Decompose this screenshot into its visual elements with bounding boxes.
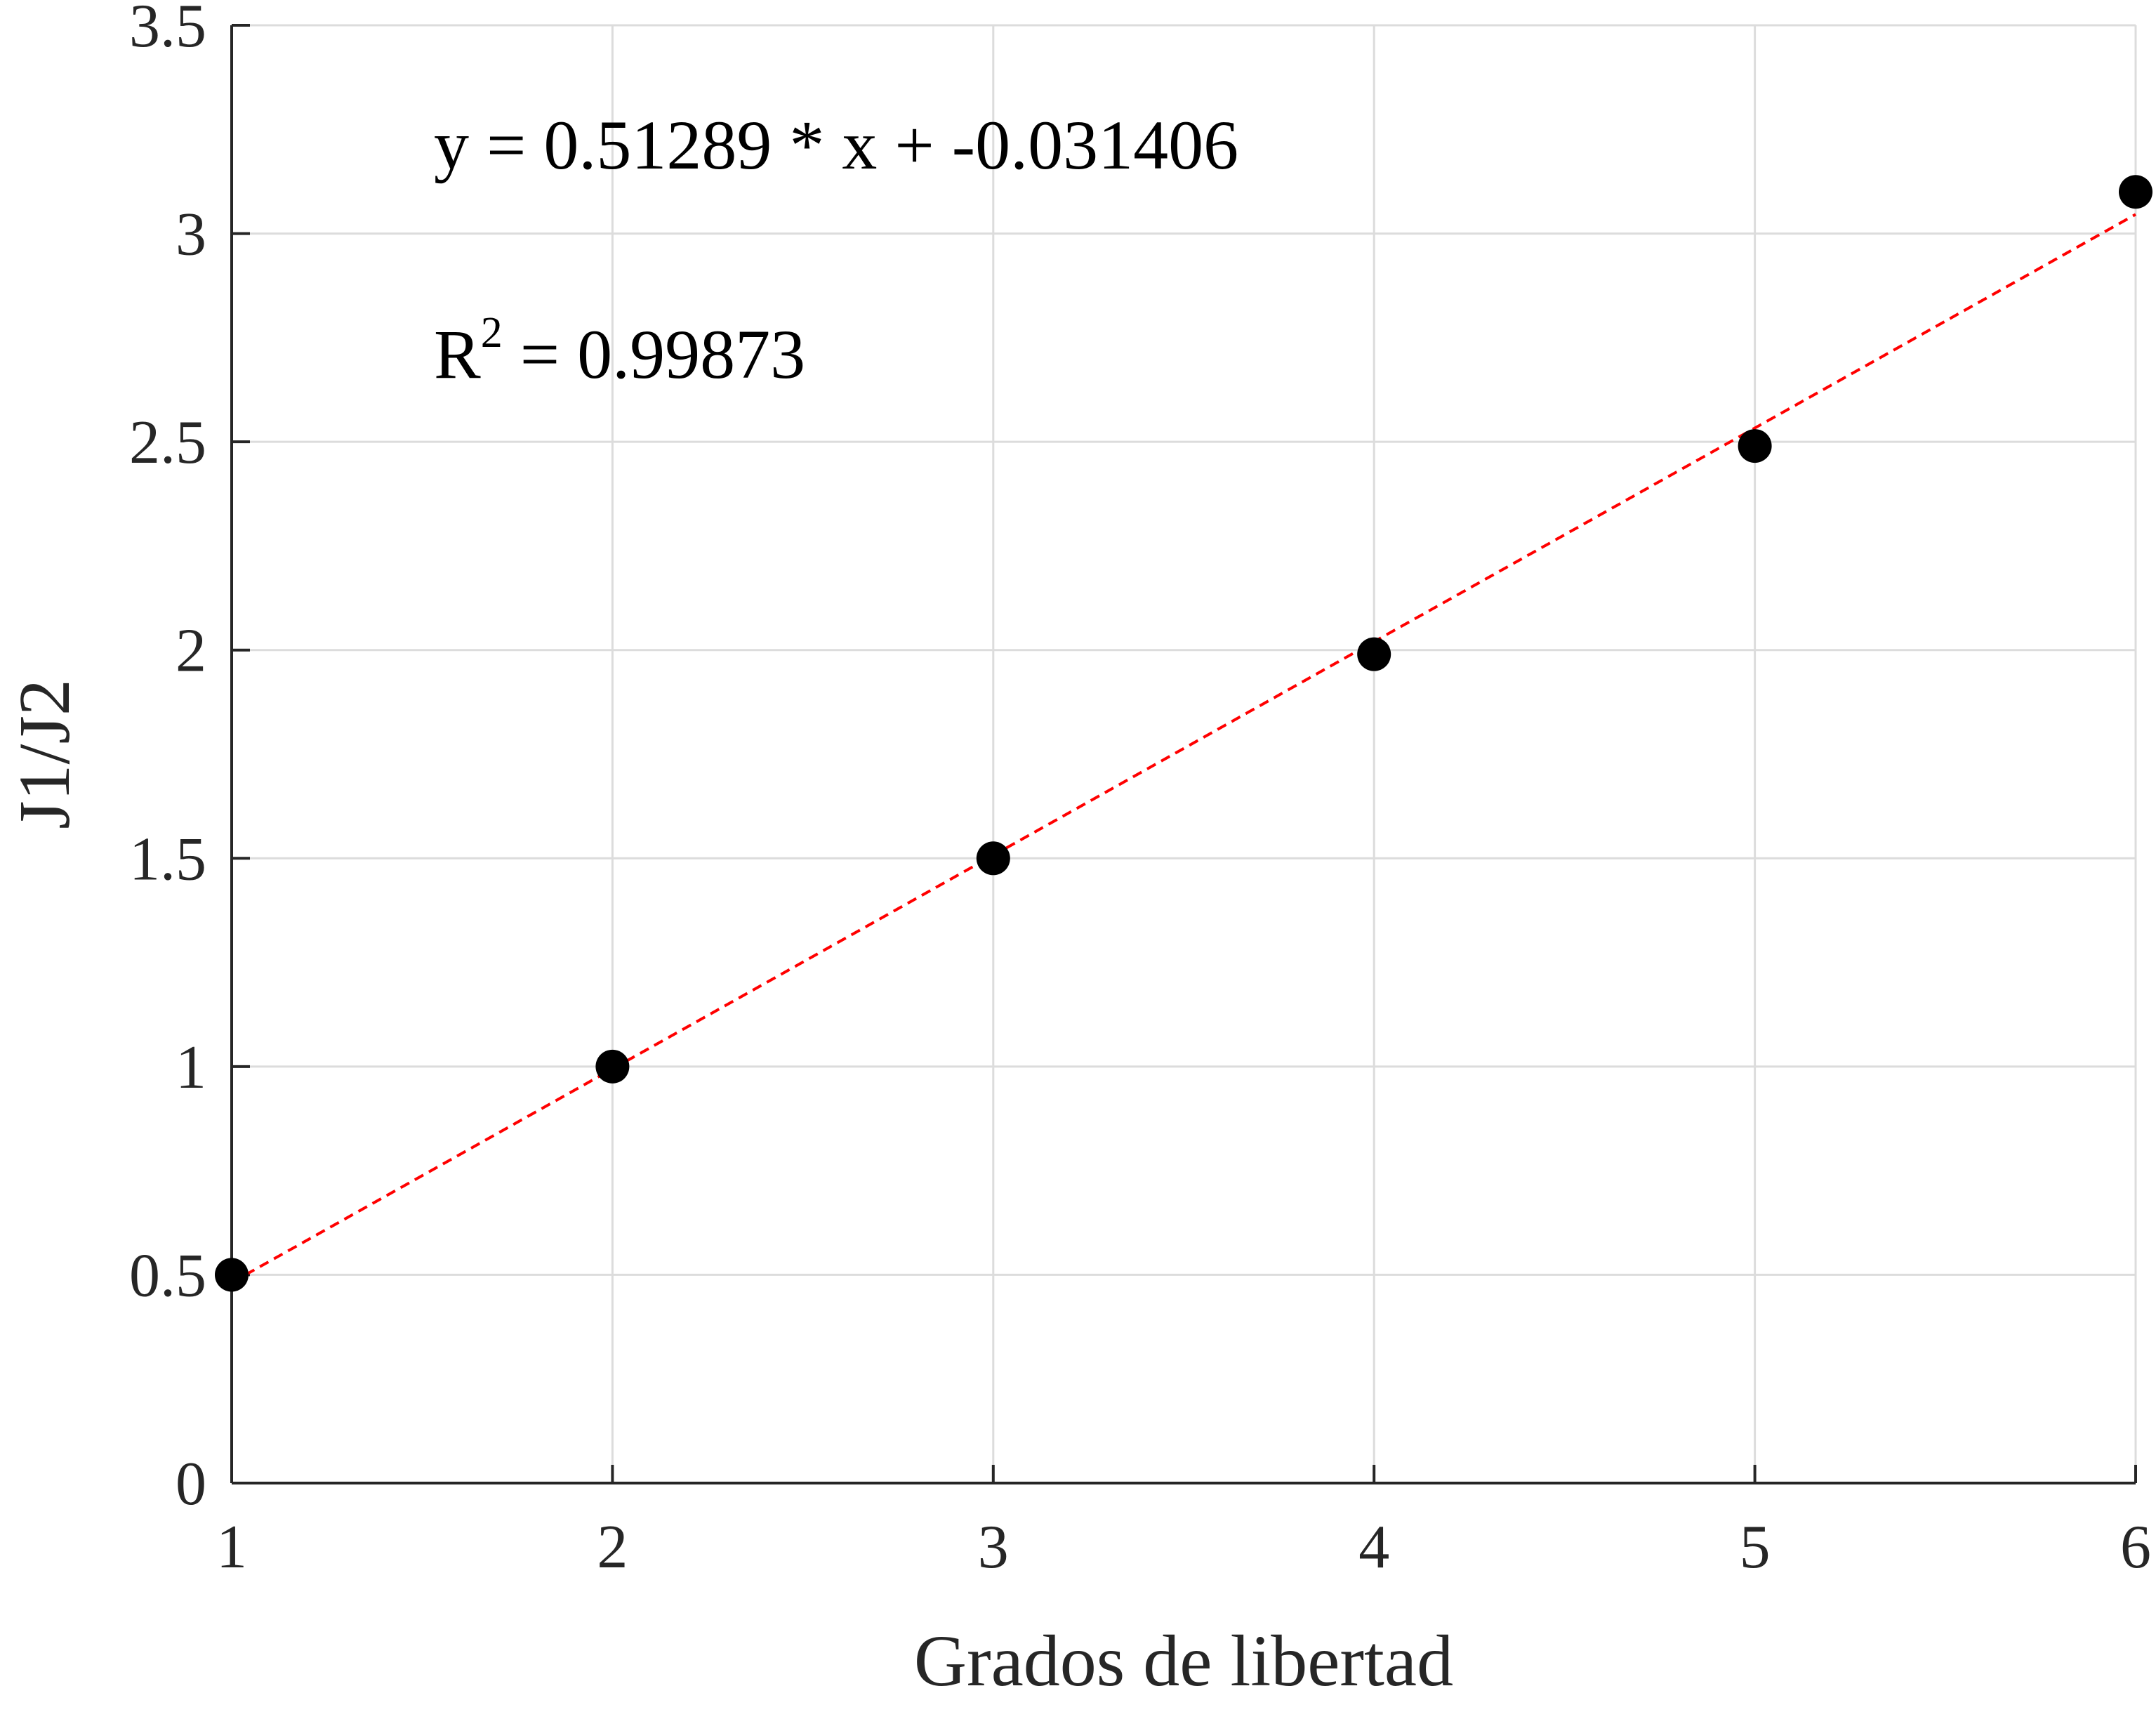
- tick-labels: 1 2 3 4 5 6 0 0.5 1 1.5 2 2.5 3 3.5: [129, 0, 2151, 1581]
- y-tick-label: 0.5: [129, 1242, 206, 1310]
- grid: [230, 24, 2137, 1484]
- fit-line-group: [231, 213, 2136, 1284]
- fit-equation: y = 0.51289 * x + -0.031406: [434, 106, 1238, 184]
- r-squared-base: R: [434, 315, 481, 393]
- y-tick-label: 2.5: [129, 409, 206, 477]
- x-tick-label: 6: [2120, 1513, 2151, 1581]
- y-axis-title: J1/J2: [4, 679, 85, 829]
- x-axis-title: Grados de libertad: [914, 1621, 1453, 1701]
- data-point: [595, 1049, 630, 1084]
- axes: [230, 24, 2137, 1484]
- y-tick-label: 3: [176, 201, 206, 269]
- r-squared-annotation: R2 = 0.99873: [434, 309, 805, 393]
- data-point: [976, 841, 1010, 876]
- x-tick-label: 3: [978, 1513, 1009, 1581]
- x-tick-label: 2: [597, 1513, 628, 1581]
- y-tick-label: 1: [176, 1034, 206, 1102]
- x-tick-label: 5: [1740, 1513, 1771, 1581]
- x-tick-label: 4: [1358, 1513, 1389, 1581]
- y-tick-label: 0: [176, 1450, 206, 1518]
- data-points: [215, 175, 2152, 1292]
- y-tick-label: 3.5: [129, 0, 206, 60]
- y-tick-label: 1.5: [129, 825, 206, 893]
- data-point: [1357, 637, 1391, 671]
- data-point: [1738, 429, 1772, 463]
- data-point: [215, 1258, 249, 1292]
- x-tick-label: 1: [216, 1513, 247, 1581]
- r-squared-value: = 0.99873: [503, 315, 805, 393]
- data-point: [2119, 175, 2152, 209]
- fit-line: [231, 213, 2136, 1284]
- y-tick-label: 2: [176, 617, 206, 685]
- r-squared-exponent: 2: [481, 309, 503, 357]
